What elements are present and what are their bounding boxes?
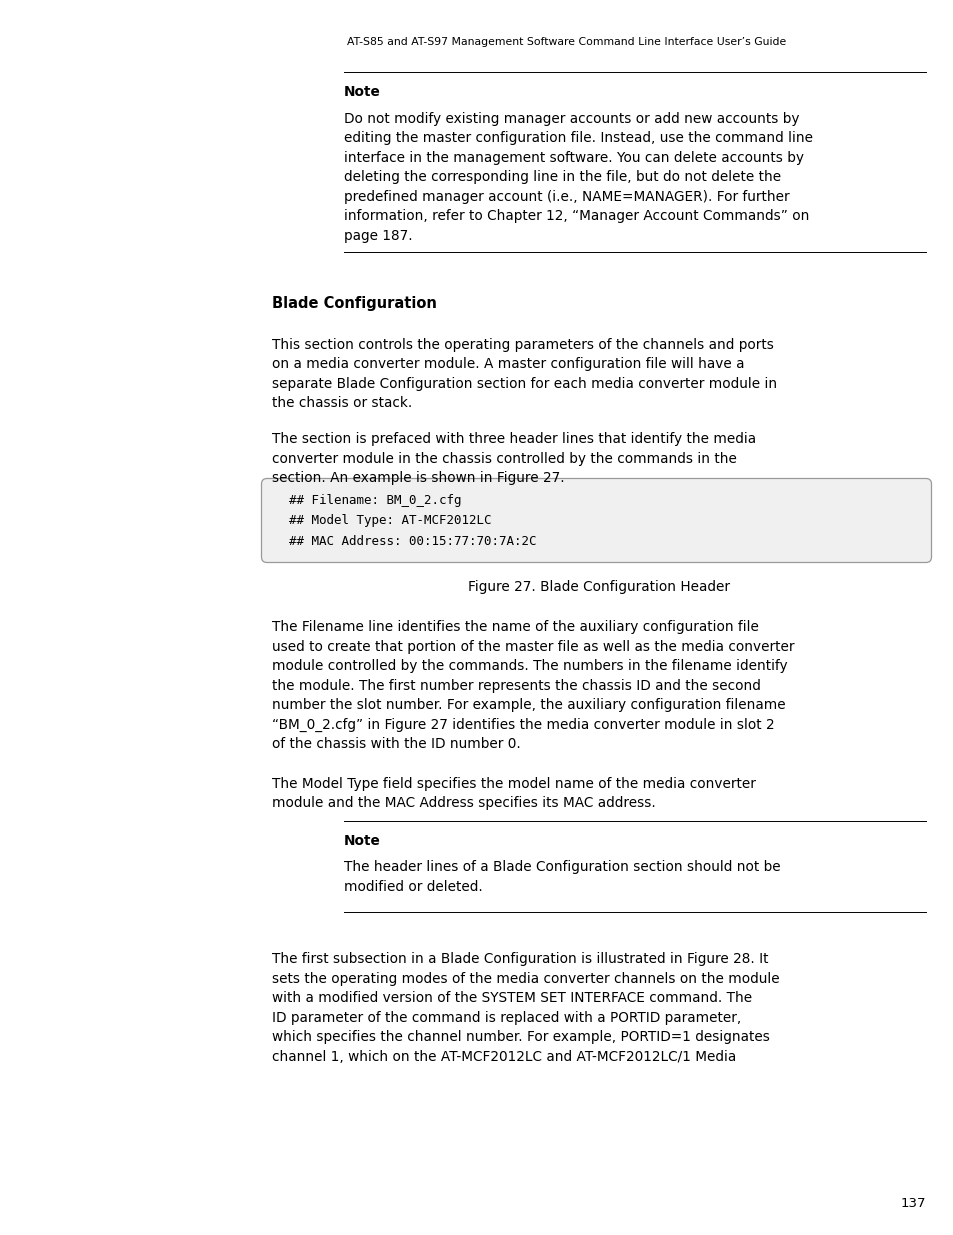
Text: 137: 137 — [900, 1197, 925, 1210]
Text: The section is prefaced with three header lines that identify the media
converte: The section is prefaced with three heade… — [272, 432, 756, 485]
Text: Blade Configuration: Blade Configuration — [272, 295, 436, 310]
Text: ## Filename: BM_0_2.cfg: ## Filename: BM_0_2.cfg — [289, 494, 461, 506]
Text: Note: Note — [344, 85, 380, 99]
Text: ## Model Type: AT-MCF2012LC: ## Model Type: AT-MCF2012LC — [289, 514, 491, 527]
Text: Note: Note — [344, 834, 380, 847]
FancyBboxPatch shape — [261, 478, 930, 562]
Text: ## MAC Address: 00:15:77:70:7A:2C: ## MAC Address: 00:15:77:70:7A:2C — [289, 535, 536, 547]
Text: The Filename line identifies the name of the auxiliary configuration file
used t: The Filename line identifies the name of… — [272, 620, 794, 751]
Text: AT-S85 and AT-S97 Management Software Command Line Interface User’s Guide: AT-S85 and AT-S97 Management Software Co… — [347, 37, 786, 47]
Text: The header lines of a Blade Configuration section should not be
modified or dele: The header lines of a Blade Configuratio… — [344, 860, 780, 893]
Text: The first subsection in a Blade Configuration is illustrated in Figure 28. It
se: The first subsection in a Blade Configur… — [272, 952, 779, 1063]
Text: Do not modify existing manager accounts or add new accounts by
editing the maste: Do not modify existing manager accounts … — [344, 111, 812, 242]
Text: The Model Type field specifies the model name of the media converter
module and : The Model Type field specifies the model… — [272, 777, 755, 810]
Text: This section controls the operating parameters of the channels and ports
on a me: This section controls the operating para… — [272, 337, 777, 410]
Text: Figure 27. Blade Configuration Header: Figure 27. Blade Configuration Header — [468, 580, 729, 594]
